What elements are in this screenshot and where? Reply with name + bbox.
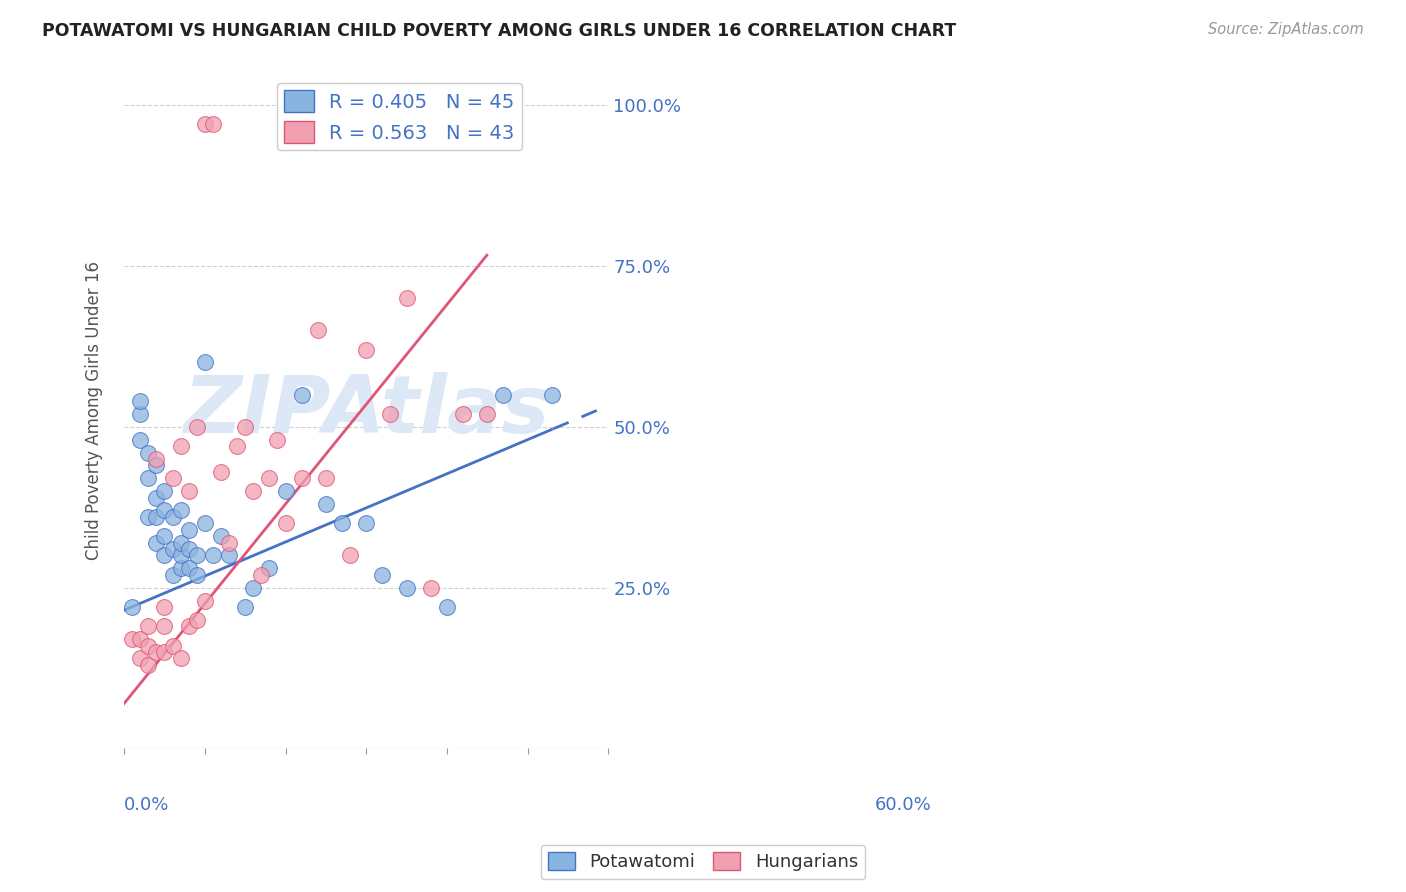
Point bbox=[145, 645, 167, 659]
Point bbox=[492, 387, 515, 401]
Point bbox=[186, 567, 208, 582]
Point bbox=[436, 599, 458, 614]
Point bbox=[169, 439, 191, 453]
Point bbox=[194, 118, 217, 132]
Point bbox=[169, 651, 191, 665]
Point bbox=[371, 567, 394, 582]
Point bbox=[129, 651, 152, 665]
Point bbox=[153, 529, 176, 543]
Point bbox=[354, 516, 377, 531]
Point bbox=[145, 491, 167, 505]
Point bbox=[315, 497, 337, 511]
Point bbox=[194, 593, 217, 607]
Text: 0.0%: 0.0% bbox=[124, 796, 170, 814]
Point bbox=[177, 523, 200, 537]
Legend: R = 0.405   N = 45, R = 0.563   N = 43: R = 0.405 N = 45, R = 0.563 N = 43 bbox=[277, 83, 522, 151]
Point bbox=[226, 439, 249, 453]
Point bbox=[259, 561, 281, 575]
Point bbox=[138, 657, 160, 672]
Point bbox=[162, 471, 184, 485]
Point bbox=[395, 291, 418, 305]
Point bbox=[339, 549, 361, 563]
Point bbox=[153, 619, 176, 633]
Point bbox=[162, 509, 184, 524]
Point bbox=[354, 343, 377, 357]
Point bbox=[291, 387, 314, 401]
Point bbox=[153, 484, 176, 499]
Point bbox=[129, 407, 152, 421]
Point bbox=[153, 599, 176, 614]
Point bbox=[307, 323, 329, 337]
Legend: Potawatomi, Hungarians: Potawatomi, Hungarians bbox=[541, 845, 865, 879]
Point bbox=[419, 581, 441, 595]
Point bbox=[138, 619, 160, 633]
Point bbox=[145, 535, 167, 549]
Point bbox=[274, 516, 297, 531]
Point bbox=[451, 407, 474, 421]
Point bbox=[169, 503, 191, 517]
Point bbox=[145, 452, 167, 467]
Point bbox=[274, 484, 297, 499]
Point bbox=[395, 581, 418, 595]
Point bbox=[138, 445, 160, 459]
Point bbox=[153, 549, 176, 563]
Point bbox=[186, 549, 208, 563]
Point bbox=[169, 535, 191, 549]
Point bbox=[266, 433, 288, 447]
Point bbox=[250, 567, 273, 582]
Point bbox=[177, 619, 200, 633]
Point bbox=[209, 465, 232, 479]
Point bbox=[177, 561, 200, 575]
Point bbox=[380, 407, 402, 421]
Point bbox=[169, 549, 191, 563]
Text: Source: ZipAtlas.com: Source: ZipAtlas.com bbox=[1208, 22, 1364, 37]
Point bbox=[209, 529, 232, 543]
Point bbox=[259, 471, 281, 485]
Point bbox=[233, 419, 256, 434]
Point bbox=[242, 581, 264, 595]
Point bbox=[540, 387, 562, 401]
Point bbox=[145, 458, 167, 473]
Text: ZIPAtlas: ZIPAtlas bbox=[183, 372, 550, 450]
Y-axis label: Child Poverty Among Girls Under 16: Child Poverty Among Girls Under 16 bbox=[86, 261, 103, 560]
Point bbox=[138, 639, 160, 653]
Point bbox=[153, 503, 176, 517]
Point bbox=[477, 407, 499, 421]
Point bbox=[138, 471, 160, 485]
Point bbox=[169, 561, 191, 575]
Point bbox=[153, 645, 176, 659]
Point bbox=[186, 613, 208, 627]
Point bbox=[162, 542, 184, 557]
Point bbox=[218, 549, 240, 563]
Point bbox=[315, 471, 337, 485]
Point bbox=[162, 639, 184, 653]
Point bbox=[129, 632, 152, 646]
Point bbox=[186, 419, 208, 434]
Point bbox=[177, 542, 200, 557]
Text: POTAWATOMI VS HUNGARIAN CHILD POVERTY AMONG GIRLS UNDER 16 CORRELATION CHART: POTAWATOMI VS HUNGARIAN CHILD POVERTY AM… bbox=[42, 22, 956, 40]
Point bbox=[129, 433, 152, 447]
Point bbox=[194, 355, 217, 369]
Point bbox=[145, 509, 167, 524]
Point bbox=[291, 471, 314, 485]
Point bbox=[201, 118, 224, 132]
Text: 60.0%: 60.0% bbox=[875, 796, 931, 814]
Point bbox=[162, 567, 184, 582]
Point bbox=[194, 516, 217, 531]
Point bbox=[121, 632, 143, 646]
Point bbox=[121, 599, 143, 614]
Point bbox=[218, 535, 240, 549]
Point bbox=[177, 484, 200, 499]
Point bbox=[138, 509, 160, 524]
Point bbox=[233, 599, 256, 614]
Point bbox=[201, 549, 224, 563]
Point bbox=[330, 516, 353, 531]
Point bbox=[242, 484, 264, 499]
Point bbox=[129, 394, 152, 409]
